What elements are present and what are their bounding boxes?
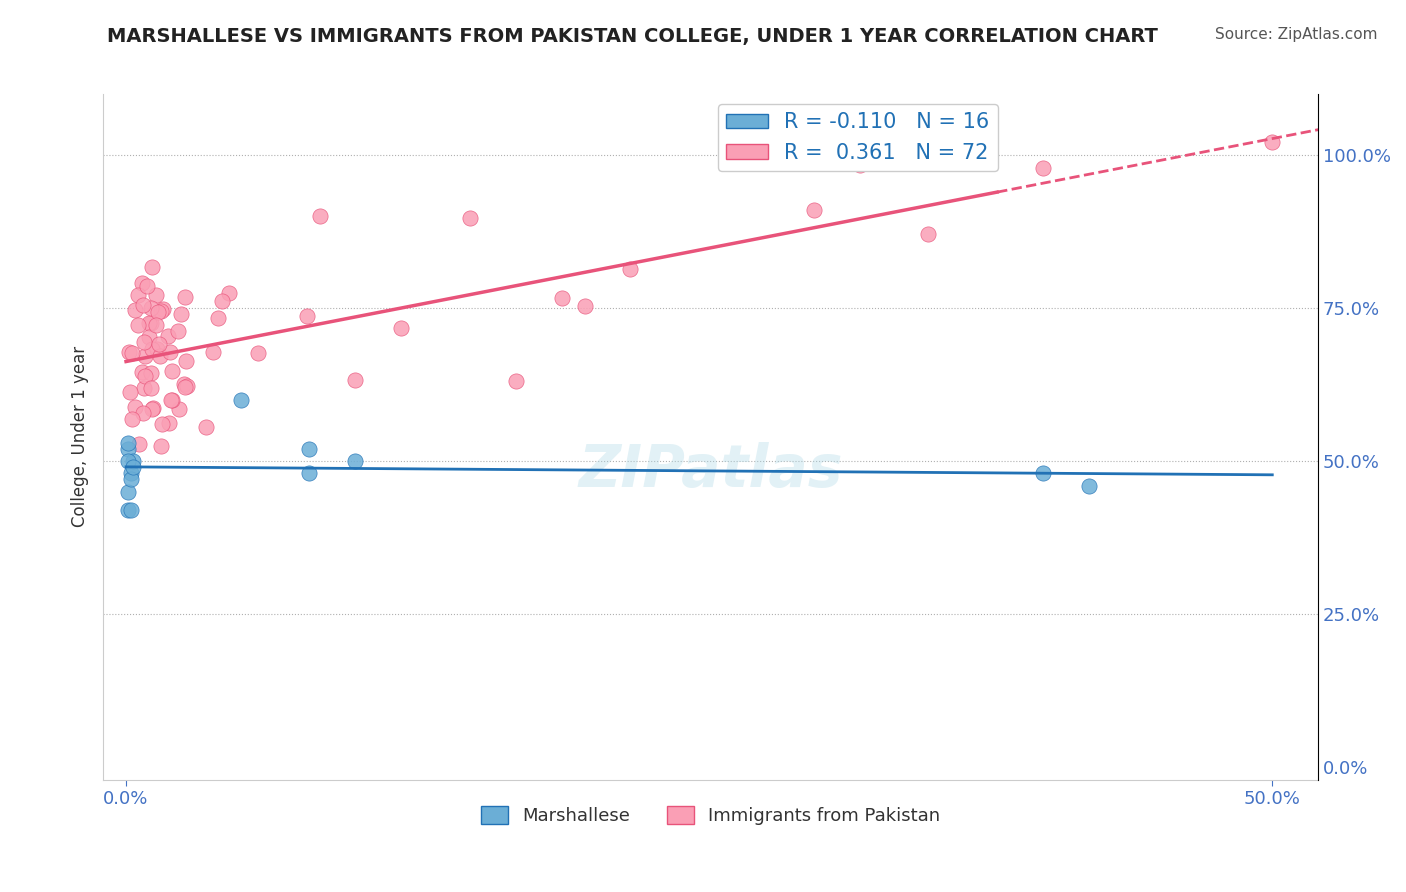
Point (848, 158, 870, 172)
Point (138, 330, 160, 344)
Point (174, 354, 197, 368)
Point (619, 261, 641, 276)
Point (139, 366, 162, 380)
Point (344, 373, 367, 387)
Point (167, 324, 190, 338)
Point (141, 401, 163, 415)
Point (141, 401, 163, 416)
Point (160, 363, 183, 377)
Point (295, 310, 318, 324)
Point (247, 345, 270, 359)
Point (121, 411, 143, 425)
Text: Source: ZipAtlas.com: Source: ZipAtlas.com (1215, 27, 1378, 42)
Point (211, 294, 233, 309)
Point (505, 374, 527, 388)
Point (174, 380, 197, 394)
Point (298, 442, 321, 456)
Point (160, 392, 183, 407)
Point (1077, 478, 1099, 492)
Point (159, 345, 181, 359)
Point (150, 417, 173, 431)
Point (149, 439, 172, 453)
Point (149, 350, 172, 364)
Point (134, 369, 156, 384)
Point (127, 318, 149, 332)
Point (120, 473, 142, 487)
Point (120, 467, 142, 481)
Point (117, 442, 139, 456)
Point (146, 304, 169, 318)
Point (344, 454, 367, 468)
Point (118, 345, 141, 359)
Point (176, 379, 198, 393)
Point (117, 484, 139, 499)
Point (132, 334, 155, 349)
Point (207, 310, 229, 325)
Point (1261, 135, 1284, 149)
Point (124, 302, 146, 317)
Point (152, 301, 174, 316)
Point (120, 384, 142, 399)
Point (157, 416, 180, 430)
Point (298, 467, 321, 481)
Point (201, 344, 224, 359)
Point (141, 342, 163, 356)
Point (145, 318, 167, 333)
Point (134, 349, 156, 363)
Legend: Marshallese, Immigrants from Pakistan: Marshallese, Immigrants from Pakistan (474, 798, 948, 832)
Point (117, 454, 139, 468)
Point (218, 285, 240, 300)
Point (131, 277, 153, 291)
Point (309, 209, 332, 223)
Point (803, 203, 825, 218)
Point (148, 336, 170, 351)
Point (124, 400, 146, 414)
Point (131, 365, 153, 379)
Point (1032, 161, 1054, 175)
Point (117, 435, 139, 450)
Point (128, 436, 150, 450)
Point (132, 381, 155, 395)
Point (195, 420, 218, 434)
Point (917, 227, 939, 241)
Point (122, 460, 145, 475)
Point (160, 392, 183, 407)
Point (167, 401, 190, 416)
Point (139, 382, 162, 396)
Point (173, 290, 195, 304)
Point (458, 211, 481, 225)
Point (146, 342, 169, 356)
Text: ZIPatlas: ZIPatlas (578, 442, 842, 500)
Point (120, 503, 142, 517)
Point (550, 291, 572, 305)
Point (121, 345, 143, 359)
Point (173, 377, 195, 392)
Point (141, 301, 163, 315)
Point (132, 406, 155, 420)
Point (145, 288, 167, 302)
Text: MARSHALLESE VS IMMIGRANTS FROM PAKISTAN COLLEGE, UNDER 1 YEAR CORRELATION CHART: MARSHALLESE VS IMMIGRANTS FROM PAKISTAN … (107, 27, 1159, 45)
Point (574, 299, 596, 313)
Point (229, 392, 252, 407)
Y-axis label: College, Under 1 year: College, Under 1 year (72, 346, 89, 527)
Point (135, 279, 157, 293)
Point (149, 303, 172, 318)
Point (131, 298, 153, 312)
Point (138, 316, 160, 330)
Point (157, 328, 180, 343)
Point (117, 503, 139, 517)
Point (141, 316, 163, 330)
Point (170, 307, 193, 321)
Point (122, 454, 145, 468)
Point (141, 260, 163, 275)
Point (389, 321, 412, 335)
Point (127, 288, 149, 302)
Point (1032, 467, 1054, 481)
